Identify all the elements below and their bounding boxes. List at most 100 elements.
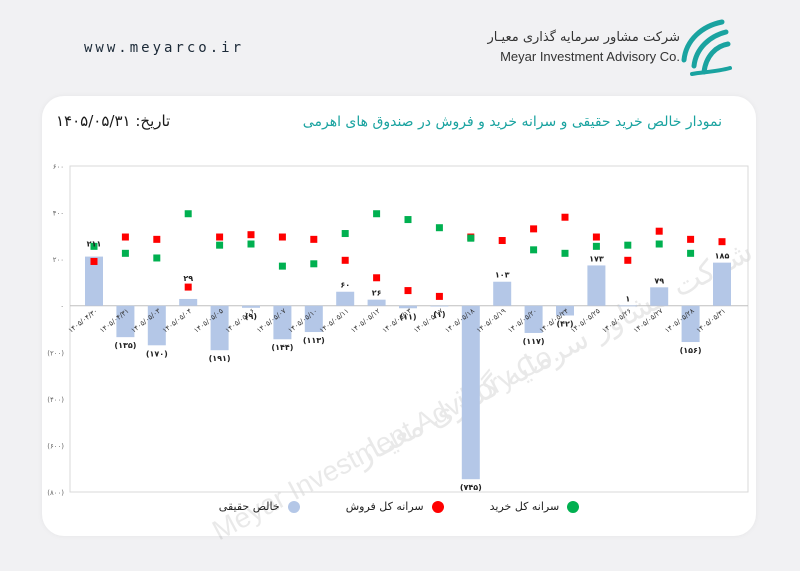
net-data-label: (۱)	[433, 310, 445, 319]
net-bar	[242, 305, 260, 308]
net-bar	[210, 305, 229, 351]
sell-marker	[278, 233, 286, 241]
buy-marker	[624, 241, 632, 249]
net-bar	[179, 298, 198, 306]
net-bar	[273, 305, 292, 340]
buy-marker	[467, 234, 475, 242]
net-data-label: ۲۱۱	[87, 240, 102, 249]
net-bar	[618, 305, 637, 307]
y-tick-label: ۶۰۰	[53, 163, 64, 171]
sell-marker	[404, 287, 412, 295]
net-bar	[85, 256, 103, 306]
net-data-label: (۹)	[245, 312, 257, 321]
buy-marker	[373, 210, 381, 218]
sell-marker	[341, 256, 349, 264]
x-tick-label: ۱۴۰۵/۰۵/۲۵	[569, 307, 602, 335]
net-data-label: (۱۳۵)	[114, 341, 136, 350]
legend-item-net: خالص حقیقی	[219, 500, 300, 513]
sell-marker	[121, 233, 129, 241]
buy-marker	[184, 210, 192, 218]
x-tick-label: ۱۴۰۵/۰۵/۰۴	[161, 307, 194, 335]
buy-marker	[655, 240, 663, 248]
buy-marker	[121, 249, 129, 257]
net-data-label: (۱۱)	[399, 312, 416, 321]
net-data-label: (۱۴۴)	[271, 343, 293, 352]
net-data-label: (۱۷۰)	[146, 349, 168, 358]
legend-item-buy: سرانه کل خرید	[490, 500, 580, 513]
x-tick-label: ۱۴۰۵/۰۴/۳۰	[67, 307, 99, 335]
net-data-label: ۱۷۳	[589, 254, 604, 263]
net-data-label: (۱۹۱)	[209, 354, 231, 363]
y-tick-label: ۴۰۰	[53, 210, 64, 218]
sell-marker	[718, 238, 726, 246]
sell-marker	[216, 233, 224, 241]
y-tick-label: ۰	[60, 303, 64, 311]
x-tick-label: ۱۴۰۵/۰۵/۱۲	[349, 307, 382, 335]
sell-marker	[561, 213, 569, 221]
net-bar	[681, 305, 700, 343]
net-data-label: (۱۱۷)	[523, 337, 545, 346]
net-data-label: ۲۹	[183, 274, 193, 283]
net-bar	[524, 305, 543, 333]
net-data-label: (۷۴۵)	[460, 483, 482, 492]
net-bar	[587, 265, 606, 306]
buy-marker	[153, 254, 161, 262]
legend-label-net: خالص حقیقی	[218, 500, 280, 513]
sell-marker	[373, 274, 381, 282]
y-tick-label: (۶۰۰)	[47, 442, 64, 450]
net-data-label: (۱۱۳)	[303, 336, 325, 345]
sell-marker	[90, 257, 98, 265]
net-bar	[713, 262, 731, 306]
net-bar	[430, 305, 449, 307]
buy-marker	[530, 246, 538, 254]
brand-block: شرکت مشاور سرمایه گذاری معیـار Meyar Inv…	[488, 30, 681, 64]
net-bar	[367, 299, 386, 306]
net-bar	[556, 305, 574, 316]
brand-name-fa: شرکت مشاور سرمایه گذاری معیـار	[487, 30, 681, 45]
sell-marker	[624, 256, 632, 264]
y-tick-label: (۲۰۰)	[47, 349, 64, 357]
chart-legend: سرانه کل خرید سرانه کل فروش خالص حقیقی	[42, 500, 756, 513]
sell-marker	[498, 237, 506, 245]
y-tick-label: ۲۰۰	[53, 256, 64, 264]
buy-marker	[247, 240, 255, 248]
net-bar	[147, 305, 166, 346]
net-data-label: ۱۰۳	[495, 271, 510, 280]
sell-marker	[530, 225, 538, 233]
net-data-label: ۱	[625, 294, 630, 303]
buy-marker	[310, 260, 318, 268]
buy-marker	[435, 224, 443, 232]
sell-marker	[310, 235, 318, 243]
legend-item-sell: سرانه کل فروش	[346, 500, 444, 513]
net-data-label: (۱۵۶)	[680, 346, 702, 355]
sell-marker	[435, 292, 443, 300]
net-bar	[116, 305, 135, 338]
chart-date: تاریخ: ۱۴۰۵/۰۵/۳۱	[56, 112, 171, 130]
x-tick-label: ۱۴۰۵/۰۵/۳۱	[695, 307, 727, 335]
net-data-label: ۱۸۵	[715, 252, 730, 261]
plot-area-border	[69, 165, 749, 493]
net-bar	[650, 287, 669, 306]
net-bar	[336, 291, 355, 306]
net-data-label: ۶۰	[340, 281, 350, 290]
buy-marker	[404, 216, 412, 224]
buy-marker	[687, 249, 695, 257]
net-bar	[493, 281, 512, 306]
buy-marker	[278, 262, 286, 270]
y-tick-label: (۴۰۰)	[47, 396, 64, 404]
net-bar	[461, 305, 480, 480]
net-bar	[399, 305, 417, 309]
sell-marker	[153, 235, 161, 243]
legend-label-buy: سرانه کل خرید	[489, 500, 560, 513]
sell-marker	[687, 235, 695, 243]
chart-plot: ۶۰۰ ۴۰۰ ۲۰۰ ۰ (۲۰۰) (۴۰۰) (۶۰۰) (۸۰۰) ۱۴۰۵/۰۴/۳۰…	[47, 163, 749, 497]
buy-marker	[592, 242, 600, 250]
legend-marker-sell	[431, 500, 444, 513]
sell-marker	[655, 227, 663, 235]
buy-marker	[216, 241, 224, 249]
net-data-label: ۷۹	[654, 276, 664, 285]
site-url: www.meyarco.ir	[84, 40, 245, 56]
x-tick-label: ۱۴۰۵/۰۵/۱۱	[318, 307, 350, 335]
company-logo-icon	[681, 19, 732, 76]
buy-marker	[90, 242, 98, 250]
